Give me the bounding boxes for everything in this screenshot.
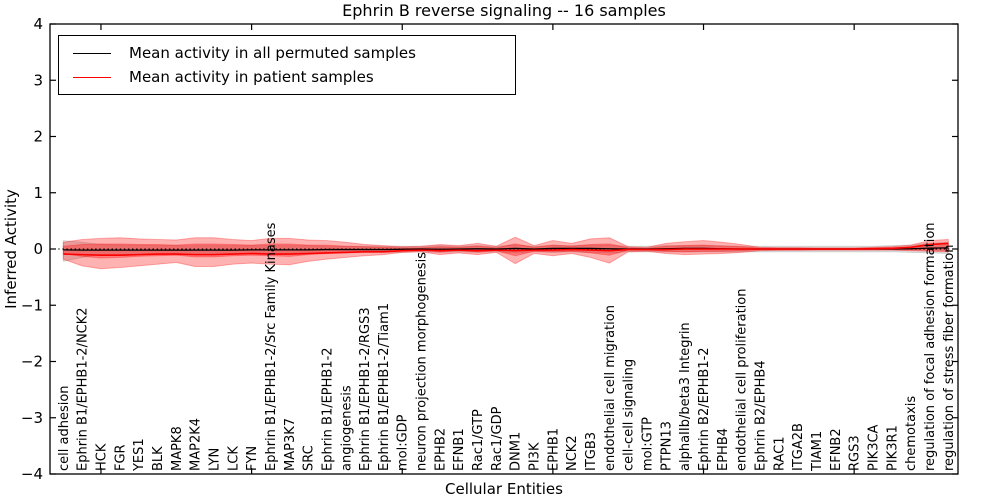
- x-tick-label: RAC1: [772, 436, 787, 471]
- x-tick-label: LCK: [226, 446, 241, 471]
- x-tick-label: RGS3: [848, 435, 863, 471]
- y-tick-label: −1: [21, 296, 43, 314]
- x-tick-label: PIK3CA: [866, 424, 881, 471]
- y-tick-label: 1: [33, 184, 43, 202]
- legend-line-black: [73, 52, 111, 54]
- x-tick-label: regulation of focal adhesion formation: [923, 222, 938, 471]
- x-tick-label: mol:GTP: [641, 417, 656, 471]
- x-tick-label: YES1: [132, 438, 147, 472]
- x-tick-label: LYN: [207, 448, 222, 471]
- x-tick-label: SRC: [302, 445, 317, 471]
- legend-label-permuted: Mean activity in all permuted samples: [129, 44, 416, 62]
- y-tick-label: 3: [33, 71, 43, 89]
- x-tick-label: mol:GDP: [396, 414, 411, 471]
- x-tick-label: MAP2K4: [189, 418, 204, 471]
- x-tick-label: chemotaxis: [904, 396, 919, 471]
- y-tick-label: −2: [21, 353, 43, 371]
- x-tick-label: EPHB2: [433, 428, 448, 471]
- x-tick-label: angiogenesis: [339, 385, 354, 471]
- x-tick-label: DNM1: [509, 432, 524, 471]
- x-tick-label: Ephrin B1/EPHB1-2: [320, 347, 335, 471]
- x-tick-label: FGR: [113, 444, 128, 471]
- y-tick-label: −3: [21, 409, 43, 427]
- x-tick-label: Rac1/GDP: [490, 406, 505, 471]
- series-line-1: [63, 242, 949, 256]
- x-tick-label: endothelial cell migration: [603, 305, 618, 471]
- x-tick-label: cell-cell signaling: [622, 359, 637, 471]
- x-tick-label: Ephrin B2/EPHB4: [754, 360, 769, 471]
- x-tick-label: PTPN13: [659, 421, 674, 471]
- x-tick-label: EPHB1: [546, 428, 561, 471]
- x-tick-label: PI3K: [528, 442, 543, 471]
- legend-line-red: [73, 76, 111, 78]
- x-tick-label: regulation of stress fiber formation: [942, 244, 957, 471]
- x-tick-label: ITGB3: [584, 432, 599, 471]
- x-tick-label: HCK: [94, 443, 109, 471]
- legend-item-patient: Mean activity in patient samples: [73, 65, 505, 89]
- x-tick-label: Ephrin B1/EPHB1-2/RGS3: [358, 307, 373, 471]
- y-tick-label: 0: [33, 240, 43, 258]
- band-patient-range-outer: [62, 236, 949, 270]
- y-tick-label: 4: [33, 15, 43, 33]
- x-tick-label: BLK: [151, 446, 166, 471]
- x-tick-label: Ephrin B1/EPHB1-2/Src Family Kinases: [264, 222, 279, 471]
- x-tick-label: endothelial cell proliferation: [735, 289, 750, 472]
- x-tick-label: NCK2: [565, 435, 580, 471]
- x-tick-label: cell adhesion: [57, 385, 72, 471]
- legend: Mean activity in all permuted samples Me…: [58, 35, 516, 95]
- x-tick-label: Ephrin B1/EPHB1-2/NCK2: [76, 307, 91, 471]
- x-tick-label: PIK3R1: [885, 425, 900, 471]
- x-tick-label: Ephrin B2/EPHB1-2: [697, 347, 712, 471]
- x-tick-label: Ephrin B1/EPHB1-2/Tiam1: [377, 303, 392, 471]
- x-tick-label: MAP3K7: [283, 418, 298, 471]
- x-tick-label: ITGA2B: [791, 423, 806, 471]
- legend-label-patient: Mean activity in patient samples: [129, 68, 374, 86]
- x-tick-label: FYN: [245, 446, 260, 471]
- x-tick-label: EFNB1: [452, 428, 467, 471]
- x-tick-label: MAPK8: [170, 426, 185, 471]
- x-tick-label: Rac1/GTP: [471, 409, 486, 471]
- y-tick-label: 2: [33, 128, 43, 146]
- x-tick-label: TIAM1: [810, 431, 825, 472]
- x-axis-label: Cellular Entities: [445, 480, 563, 498]
- x-tick-label: EFNB2: [829, 428, 844, 471]
- y-axis-label: Inferred Activity: [2, 189, 20, 309]
- x-tick-label: alphaIIb/beta3 Integrin: [678, 322, 693, 471]
- y-tick-label: −4: [21, 465, 43, 483]
- chart-title: Ephrin B reverse signaling -- 16 samples: [342, 1, 666, 20]
- x-tick-label: neuron projection morphogenesis: [415, 252, 430, 471]
- x-tick-label: EPHB4: [716, 428, 731, 471]
- legend-item-permuted: Mean activity in all permuted samples: [73, 41, 505, 65]
